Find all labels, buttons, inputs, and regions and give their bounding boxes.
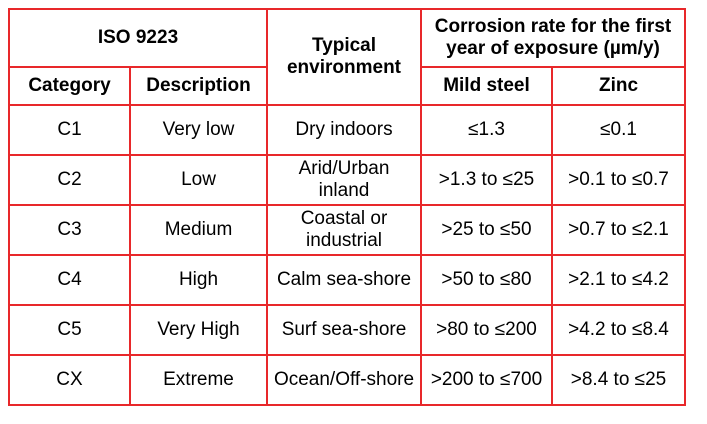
cell-environment: Coastal or industrial — [266, 204, 422, 256]
cell-category: C3 — [8, 204, 131, 256]
cell-zinc: >0.1 to ≤0.7 — [551, 154, 686, 206]
header-environment: Typical environment — [266, 8, 422, 106]
cell-zinc: ≤0.1 — [551, 104, 686, 156]
cell-description: Low — [129, 154, 268, 206]
cell-zinc: >8.4 to ≤25 — [551, 354, 686, 406]
cell-zinc: >0.7 to ≤2.1 — [551, 204, 686, 256]
cell-description: Very low — [129, 104, 268, 156]
table-row: C2 Low Arid/Urban inland >1.3 to ≤25 >0.… — [8, 154, 686, 206]
cell-environment: Calm sea-shore — [266, 254, 422, 306]
cell-category: C1 — [8, 104, 131, 156]
cell-zinc: >4.2 to ≤8.4 — [551, 304, 686, 356]
cell-description: Very High — [129, 304, 268, 356]
table-row: CX Extreme Ocean/Off-shore >200 to ≤700 … — [8, 354, 686, 406]
cell-mild-steel: >80 to ≤200 — [420, 304, 553, 356]
cell-environment: Dry indoors — [266, 104, 422, 156]
table-row: C4 High Calm sea-shore >50 to ≤80 >2.1 t… — [8, 254, 686, 306]
cell-description: Extreme — [129, 354, 268, 406]
header-zinc: Zinc — [551, 66, 686, 106]
cell-mild-steel: ≤1.3 — [420, 104, 553, 156]
cell-category: CX — [8, 354, 131, 406]
cell-environment: Arid/Urban inland — [266, 154, 422, 206]
cell-category: C2 — [8, 154, 131, 206]
table-container: ISO 9223 Typical environment Corrosion r… — [8, 8, 686, 406]
header-standard: ISO 9223 — [8, 8, 268, 68]
header-corrosion-rate: Corrosion rate for the first year of exp… — [420, 8, 686, 68]
table-row: C5 Very High Surf sea-shore >80 to ≤200 … — [8, 304, 686, 356]
header-category: Category — [8, 66, 131, 106]
cell-mild-steel: >1.3 to ≤25 — [420, 154, 553, 206]
cell-mild-steel: >25 to ≤50 — [420, 204, 553, 256]
cell-zinc: >2.1 to ≤4.2 — [551, 254, 686, 306]
cell-category: C5 — [8, 304, 131, 356]
cell-description: High — [129, 254, 268, 306]
table-row: C1 Very low Dry indoors ≤1.3 ≤0.1 — [8, 104, 686, 156]
corrosion-table: ISO 9223 Typical environment Corrosion r… — [8, 8, 686, 406]
cell-environment: Ocean/Off-shore — [266, 354, 422, 406]
cell-mild-steel: >50 to ≤80 — [420, 254, 553, 306]
header-mild-steel: Mild steel — [420, 66, 553, 106]
header-description: Description — [129, 66, 268, 106]
cell-environment: Surf sea-shore — [266, 304, 422, 356]
cell-mild-steel: >200 to ≤700 — [420, 354, 553, 406]
cell-description: Medium — [129, 204, 268, 256]
cell-category: C4 — [8, 254, 131, 306]
table-row: C3 Medium Coastal or industrial >25 to ≤… — [8, 204, 686, 256]
